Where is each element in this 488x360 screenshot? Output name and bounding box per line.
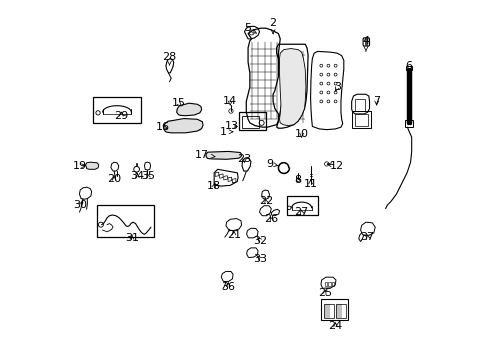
Text: 8: 8	[294, 175, 301, 185]
Text: 15: 15	[171, 98, 185, 108]
Circle shape	[333, 73, 336, 76]
Bar	[321, 299, 347, 320]
Bar	[97, 205, 154, 237]
Polygon shape	[205, 152, 241, 159]
Bar	[404, 120, 412, 127]
Circle shape	[326, 64, 329, 67]
Text: 2: 2	[269, 18, 276, 33]
Text: 21: 21	[226, 230, 241, 240]
Text: 28: 28	[162, 52, 176, 65]
Circle shape	[326, 82, 329, 85]
Text: 23: 23	[237, 154, 251, 163]
Text: 12: 12	[326, 161, 344, 171]
Circle shape	[319, 73, 322, 76]
Text: 10: 10	[294, 129, 308, 139]
Circle shape	[333, 64, 336, 67]
Text: 19: 19	[73, 161, 87, 171]
Circle shape	[319, 82, 322, 85]
Bar	[323, 303, 333, 318]
Bar	[327, 282, 330, 286]
Bar	[93, 97, 141, 123]
Bar	[324, 282, 326, 286]
Text: 37: 37	[360, 232, 374, 242]
Bar	[239, 112, 265, 130]
Circle shape	[333, 91, 336, 94]
Text: 33: 33	[253, 254, 267, 264]
Text: 7: 7	[372, 96, 380, 107]
Text: 5: 5	[244, 23, 256, 33]
Polygon shape	[279, 49, 305, 126]
Bar	[354, 99, 365, 111]
Bar	[335, 303, 345, 318]
Polygon shape	[176, 103, 201, 116]
Text: 26: 26	[264, 214, 278, 224]
Text: 14: 14	[223, 96, 237, 107]
Text: 34: 34	[130, 171, 144, 181]
Text: 11: 11	[303, 179, 317, 189]
Circle shape	[319, 91, 322, 94]
Bar	[331, 282, 333, 286]
Text: 32: 32	[253, 236, 267, 246]
Bar	[241, 116, 258, 128]
Text: 36: 36	[221, 282, 235, 292]
Text: 17: 17	[194, 150, 215, 160]
Bar	[405, 66, 411, 70]
Circle shape	[326, 91, 329, 94]
Text: 3: 3	[333, 82, 340, 92]
Text: 35: 35	[141, 171, 155, 181]
Text: 25: 25	[317, 288, 331, 297]
Text: 31: 31	[125, 233, 139, 243]
Circle shape	[319, 64, 322, 67]
Text: 29: 29	[114, 111, 128, 121]
Circle shape	[333, 82, 336, 85]
Circle shape	[333, 100, 336, 103]
Text: 4: 4	[362, 36, 369, 51]
Bar	[286, 197, 317, 215]
Bar	[354, 113, 367, 126]
Polygon shape	[85, 162, 99, 169]
Text: 24: 24	[328, 321, 342, 332]
Circle shape	[326, 100, 329, 103]
Text: 27: 27	[294, 207, 308, 217]
Text: 1: 1	[219, 127, 232, 137]
Text: 6: 6	[405, 61, 411, 74]
Text: 22: 22	[258, 197, 272, 206]
Text: 16: 16	[155, 122, 169, 132]
Text: 9: 9	[265, 159, 277, 169]
Circle shape	[326, 73, 329, 76]
Text: 18: 18	[206, 181, 221, 191]
Text: 20: 20	[107, 174, 121, 184]
Text: 30: 30	[73, 200, 87, 210]
Circle shape	[319, 100, 322, 103]
Bar	[351, 111, 370, 128]
Polygon shape	[163, 118, 203, 133]
Text: 13: 13	[224, 121, 239, 131]
